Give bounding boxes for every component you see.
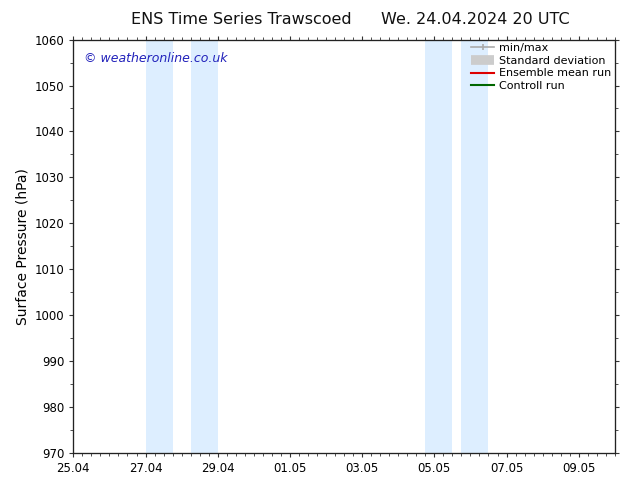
Bar bbox=[425, 40, 453, 453]
Bar bbox=[191, 40, 217, 453]
Legend: min/max, Standard deviation, Ensemble mean run, Controll run: min/max, Standard deviation, Ensemble me… bbox=[472, 43, 612, 91]
Text: We. 24.04.2024 20 UTC: We. 24.04.2024 20 UTC bbox=[381, 12, 570, 27]
Y-axis label: Surface Pressure (hPa): Surface Pressure (hPa) bbox=[15, 168, 29, 325]
Text: ENS Time Series Trawscoed: ENS Time Series Trawscoed bbox=[131, 12, 351, 27]
Bar bbox=[462, 40, 488, 453]
Text: © weatheronline.co.uk: © weatheronline.co.uk bbox=[84, 52, 228, 65]
Bar bbox=[146, 40, 172, 453]
